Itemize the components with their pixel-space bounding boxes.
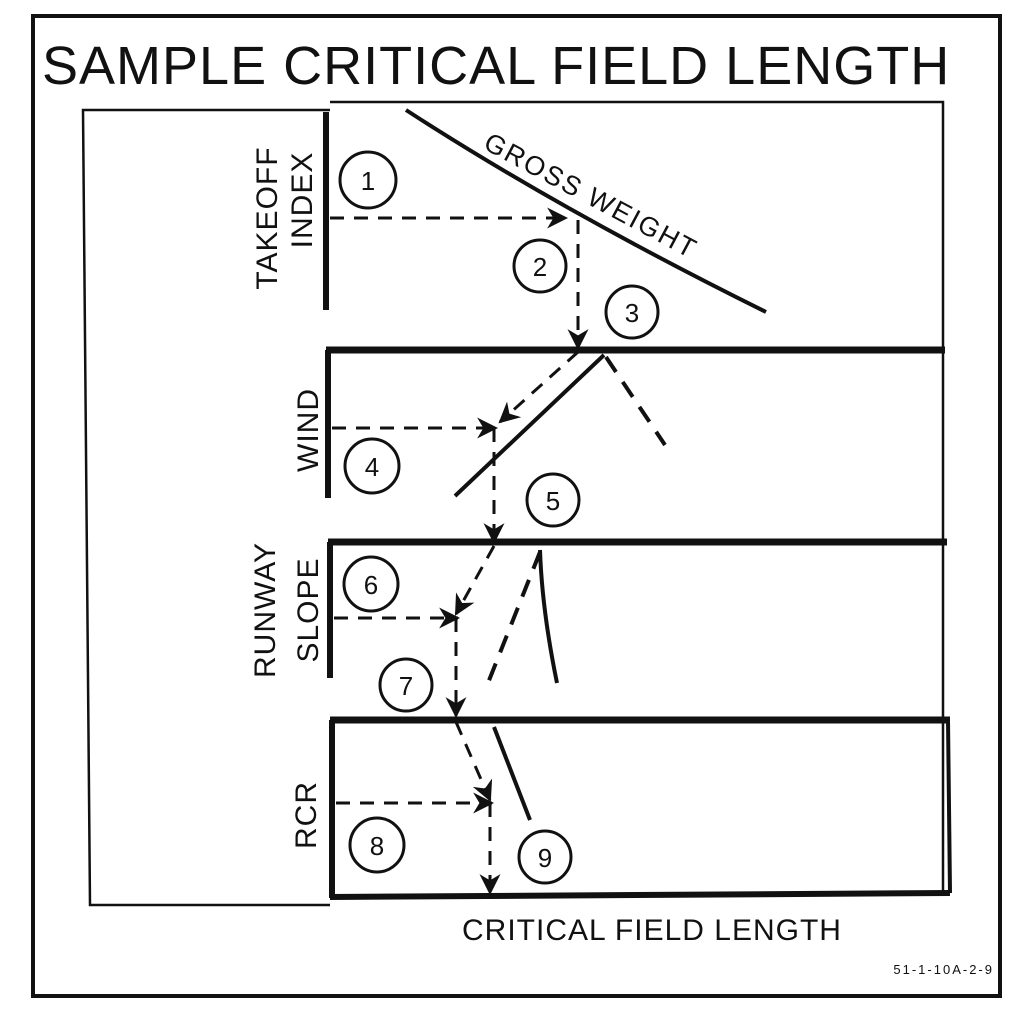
svg-text:5: 5 xyxy=(546,486,560,516)
rcr-label: RCR xyxy=(290,781,323,849)
outer-border xyxy=(31,14,1002,998)
chart-title: SAMPLE CRITICAL FIELD LENGTH xyxy=(42,36,950,96)
critical-field-length-label: CRITICAL FIELD LENGTH xyxy=(462,914,842,947)
figure-id: 51-1-10A-2-9 xyxy=(893,962,994,977)
svg-text:6: 6 xyxy=(364,570,378,600)
slope-guide-solid xyxy=(538,549,559,684)
flow-arrow-9 xyxy=(454,721,493,802)
chart-frame xyxy=(330,100,945,895)
step-marker-7: 7 xyxy=(378,657,434,713)
bottom-axis xyxy=(329,890,951,900)
runway-slope-label-line1: RUNWAY xyxy=(249,542,282,678)
step-marker-2: 2 xyxy=(512,238,568,294)
gross-weight-label: GROSS WEIGHT xyxy=(479,127,702,265)
runway-slope-label-line2: SLOPE xyxy=(292,557,325,662)
takeoff-index-label-line1: TAKEOFF xyxy=(251,146,284,289)
wind-guide-dashed xyxy=(604,355,667,447)
rcr-guide-solid xyxy=(492,726,532,821)
step-marker-5: 5 xyxy=(525,472,581,528)
step-marker-8: 8 xyxy=(348,816,406,874)
step-marker-3: 3 xyxy=(604,284,660,340)
svg-text:9: 9 xyxy=(538,843,552,873)
flow-arrow-6 xyxy=(454,545,496,616)
flow-arrow-3 xyxy=(498,350,580,424)
svg-text:2: 2 xyxy=(533,252,547,282)
step-marker-1: 1 xyxy=(338,150,398,210)
wind-guide-solid xyxy=(453,353,606,498)
step-marker-4: 4 xyxy=(343,437,401,495)
chart-frame-left xyxy=(81,108,330,907)
svg-text:8: 8 xyxy=(370,831,384,861)
gross-weight-curve xyxy=(404,108,767,314)
svg-text:4: 4 xyxy=(365,452,379,482)
svg-text:3: 3 xyxy=(625,298,639,328)
right-edge-rcr xyxy=(946,719,952,894)
step-marker-6: 6 xyxy=(342,555,400,613)
slope-guide-dashed xyxy=(486,551,542,684)
takeoff-index-label-line2: INDEX xyxy=(286,152,319,249)
wind-label: WIND xyxy=(292,388,325,472)
step-marker-9: 9 xyxy=(517,829,573,885)
svg-text:1: 1 xyxy=(361,166,375,196)
svg-text:7: 7 xyxy=(399,671,413,701)
